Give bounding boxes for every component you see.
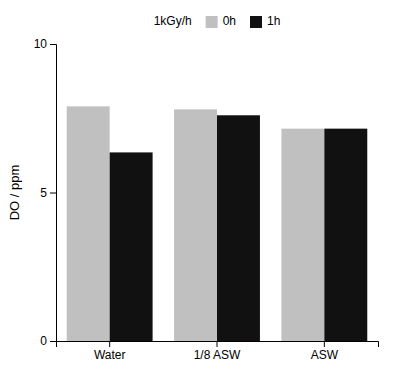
x-axis-line (57, 342, 379, 348)
y-tick: 5 (40, 186, 56, 200)
legend-title: 1kGy/h (154, 14, 192, 28)
series (67, 106, 325, 341)
x-axis: Water 1/8 ASW ASW (57, 341, 379, 362)
y-axis-title: DO / ppm (7, 165, 22, 221)
legend-item: 0h (206, 14, 236, 28)
bar (174, 109, 217, 341)
y-tick-label: 10 (34, 37, 48, 51)
plot: 0 5 10 Water 1/8 ASW ASW (34, 37, 379, 361)
bars (67, 106, 368, 341)
legend-label: 1h (267, 14, 280, 28)
x-tick: Water (94, 341, 126, 362)
y-axis-line (50, 45, 57, 342)
y-tick: 0 (40, 334, 56, 348)
y-tick-mark (50, 193, 56, 194)
y-axis: 0 5 10 (34, 37, 57, 348)
x-tick-mark (217, 341, 218, 347)
x-tick-mark (109, 341, 110, 347)
x-tick-label: Water (94, 348, 126, 362)
series (110, 115, 368, 341)
legend-label: 0h (223, 14, 236, 28)
chart: 0 5 10 Water 1/8 ASW ASW DO / ppm 1kGy/h 0h 1h (0, 0, 394, 377)
y-tick-label: 0 (40, 334, 47, 348)
bar (217, 115, 260, 341)
legend: 1kGy/h 0h 1h (154, 14, 281, 28)
x-tick: ASW (311, 341, 339, 362)
bar (110, 152, 153, 341)
y-tick: 10 (34, 37, 56, 51)
bar (324, 129, 367, 341)
x-tick-label: ASW (311, 348, 339, 362)
y-tick-mark (50, 341, 56, 342)
bar (67, 106, 110, 341)
legend-swatch (206, 16, 218, 28)
x-tick-mark (324, 341, 325, 347)
x-tick: 1/8 ASW (194, 341, 241, 362)
y-tick-mark (50, 44, 56, 45)
y-tick-label: 5 (40, 186, 47, 200)
legend-item: 1h (250, 14, 280, 28)
bar (281, 129, 324, 341)
legend-swatch (250, 16, 262, 28)
x-tick-label: 1/8 ASW (194, 348, 241, 362)
